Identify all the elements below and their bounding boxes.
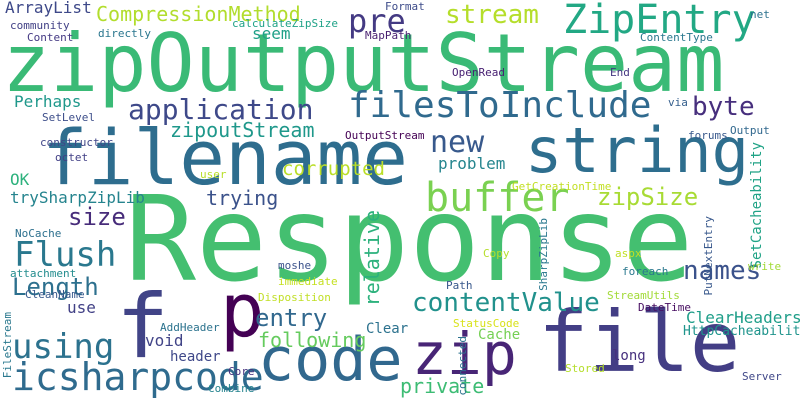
word-stream: stream [445,0,539,30]
word-server: Server [742,370,782,383]
word-streamutils: StreamUtils [607,289,680,302]
word-application: application [128,93,314,126]
word-filename: filename [42,113,409,202]
word-statuscode: StatusCode [453,317,520,330]
word-flush: Flush [14,235,117,275]
word-community: community [10,19,70,32]
word-f: f [116,275,169,378]
word-perhaps: Perhaps [14,92,82,111]
word-zipoutstream: zipoutStream [170,118,315,142]
word-setcacheability: SetCacheability [749,142,765,269]
word-length: Length [12,273,99,301]
word-nocache: NoCache [15,227,62,240]
word-connected: connected [456,336,469,396]
word-code: code [258,325,403,395]
word-stored: Stored [565,362,605,375]
word-via: via [668,96,688,109]
word-relative: relative [360,210,384,307]
word-response: Response [125,170,694,308]
word-p: p [220,268,265,354]
word-new: new [430,125,485,160]
word-seem: seem [252,24,291,43]
word-output: Output [730,124,770,137]
word-attachment: attachment [10,267,77,280]
word-setlevel: SetLevel [42,111,95,124]
word-forums: forums [688,129,728,142]
word-file: file [538,293,741,391]
word-content: Content [27,31,74,44]
word-directly: directly [98,27,151,40]
word-arraylist: ArrayList [5,0,92,17]
word-core: Core [228,365,255,378]
word-copy: Copy [483,247,510,260]
word-httpcacheability: HttpCacheability [683,324,800,339]
word-openread: OpenRead [452,66,505,79]
word-immediate: immediate [278,275,338,288]
word-size: size [68,203,126,231]
word-long: long [612,348,646,364]
word-contenttype: ContentType [640,31,713,44]
word-path: Path [446,279,473,292]
word-getcreationtime: GetCreationTime [512,180,612,193]
word-outputstream: OutputStream [345,129,425,142]
word-zipentry: ZipEntry [563,0,756,43]
word-header: header [170,349,221,365]
word-clearheaders: ClearHeaders [686,308,800,327]
word-combine: Combine [208,382,255,395]
word-aspx: aspx [615,247,642,260]
word-datetime: DateTime [638,301,691,314]
word-using: using [12,327,115,367]
word-format: Format [385,0,425,13]
word-private: private [400,374,485,398]
word-filestream: FileStream [1,312,14,379]
word-corrupted: corrupted [282,158,385,180]
word-calculatezipsize: calculateZipSize [232,17,338,30]
word-buffer: buffer [425,175,570,221]
word-contentvalue: contentValue [412,288,600,318]
word-filestoinclude: filesToInclude [348,85,652,126]
word-sharpziplib: SharpZipLib [537,218,550,291]
word-user: user [200,168,227,181]
word-clear: Clear [366,321,409,337]
word-constructor: constructor [40,136,113,149]
word-zipsize: zipSize [597,183,699,211]
word-disposition: Disposition [258,291,331,304]
word-octet: octet [55,151,89,164]
word-void: void [145,331,184,350]
word-compressionmethod: CompressionMethod [96,2,301,26]
word-icsharpcode: icsharpcode [12,355,264,399]
word-addheader: AddHeader [160,321,220,334]
word-write: write [748,260,782,273]
word-trying: trying [206,186,279,210]
word-pre: pre [348,2,406,40]
word-ok: OK [10,170,30,189]
word-end: End [610,66,630,79]
word-following: following [258,328,367,352]
word-use: use [67,298,96,317]
word-zip: zip [412,320,517,388]
word-mappath: MapPath [365,29,412,42]
word-putnextentry: PutNextEntry [702,216,715,296]
word-net: net [750,8,770,21]
word-problem: problem [438,154,506,173]
word-names: names [683,256,762,286]
word-moshe: moshe [278,259,312,272]
word-byte: byte [692,92,755,122]
word-entry: entry [255,304,328,332]
word-trysharpziplib: trySharpZipLib [10,188,145,207]
word-foreach: foreach [622,265,669,278]
word-cache: Cache [478,327,521,343]
word-string: string [525,114,749,187]
word-cleanname: CleanName [25,288,85,301]
word-zipoutputstream: zipOutputStream [2,17,725,110]
